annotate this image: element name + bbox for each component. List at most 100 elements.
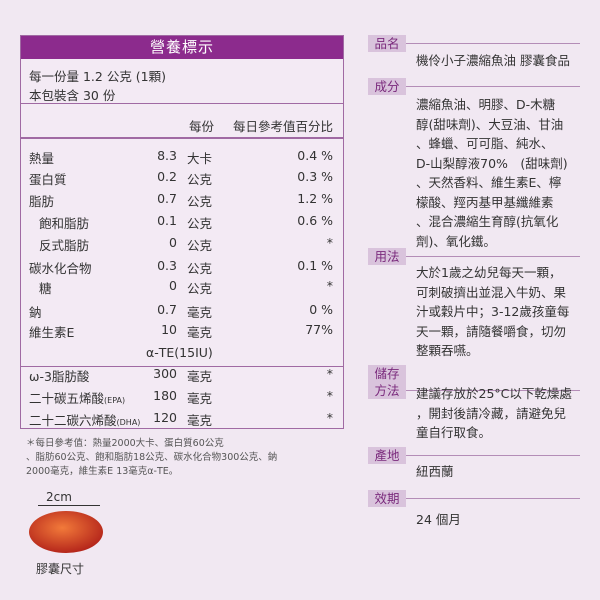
- nutrition-row: 飽和脂肪 0.1 公克 0.6 %: [21, 213, 343, 233]
- nutrition-row: 熱量 8.3 大卡 0.4 %: [21, 148, 343, 168]
- nutrient-dv: 0 %: [309, 302, 333, 317]
- section-rule: [406, 498, 580, 499]
- section-text-line: 建議存放於25°C以下乾燥處: [416, 386, 572, 401]
- section-label-line: 方法: [374, 383, 400, 398]
- nutrient-name-main: 二十碳五烯酸: [29, 391, 105, 406]
- col-header: 每份: [189, 119, 215, 134]
- section-text-line: 童自行取食。: [416, 425, 492, 440]
- nutrition-row: ω-3脂肪酸 300 毫克 *: [21, 366, 343, 386]
- nutrient-dv: 0.4 %: [297, 148, 333, 163]
- section-text-line: 、蜂蠟、可可脂、純水、: [416, 136, 554, 151]
- nutrient-name: 飽和脂肪: [39, 216, 90, 231]
- nutrient-value: 180: [153, 388, 177, 403]
- section-text-line: 紐西蘭: [416, 464, 454, 479]
- section-rule: [406, 43, 580, 44]
- nutrient-value: 0.7: [157, 302, 177, 317]
- nutrient-unit: 毫克: [187, 325, 213, 340]
- nutrition-row: α-TE(15IU): [21, 345, 343, 365]
- nutrient-dv: 77%: [305, 322, 333, 337]
- section-label-line: 儲存: [374, 366, 400, 381]
- col-header: 每日參考值百分比: [232, 119, 333, 134]
- section-label: 品名: [368, 35, 406, 52]
- nutrient-dv: 0.3 %: [297, 169, 333, 184]
- nutrient-unit: 毫克: [187, 369, 213, 384]
- nutrient-note: (DHA): [116, 418, 141, 427]
- nutrient-unit: 公克: [187, 281, 213, 296]
- nutrient-value: 0.3: [157, 258, 177, 273]
- nutrient-dv: *: [326, 278, 333, 293]
- section-text-line: 、混合濃縮生育醇(抗氧化: [416, 214, 559, 229]
- nutrient-unit: 公克: [187, 172, 213, 187]
- row-extra: α-TE(15IU): [146, 345, 213, 360]
- nutrient-name-main: 二十二碳六烯酸: [29, 413, 117, 428]
- nutrient-unit: 公克: [187, 238, 213, 253]
- section-label-line: 產地: [374, 448, 400, 463]
- section-label: 成分: [368, 78, 406, 95]
- section-rule: [406, 455, 580, 456]
- nutrition-table: 營養標示 每一份量 1.2 公克 (1顆) 本包裝含 30 份 每份 每日參考值…: [20, 35, 344, 429]
- nutrient-name: 脂肪: [29, 194, 55, 209]
- section-label-line: 品名: [374, 36, 400, 51]
- nutrient-dv: *: [326, 235, 333, 250]
- nutrient-value: 300: [153, 366, 177, 381]
- section-text-line: ，開封後請冷藏，請避免兒: [416, 405, 567, 421]
- table-title: 營養標示: [21, 36, 343, 59]
- nutrient-name: 反式脂肪: [39, 238, 90, 253]
- nutrient-value: 8.3: [157, 148, 177, 163]
- section-label: 產地: [368, 447, 406, 464]
- nutrient-value: 120: [153, 410, 177, 425]
- nutrient-dv: 1.2 %: [297, 191, 333, 206]
- nutrient-value: 0: [169, 235, 177, 250]
- nutrient-unit: 公克: [187, 216, 213, 231]
- footnote-line: 、脂肪60公克、飽和脂肪18公克、碳水化合物300公克、鈉: [26, 452, 278, 463]
- nutrient-unit: 公克: [187, 261, 213, 276]
- nutrient-value: 0: [169, 278, 177, 293]
- serving-size: 每一份量 1.2 公克 (1顆): [29, 69, 167, 84]
- section-text-line: 機伶小子濃縮魚油 膠囊食品: [416, 53, 570, 68]
- nutrient-unit: 大卡: [187, 151, 213, 166]
- nutrient-dv: *: [326, 388, 333, 403]
- section-text-line: 劑)、氧化鐵。: [416, 233, 496, 249]
- nutrient-name: 鈉: [29, 305, 42, 320]
- nutrient-name: 二十碳五烯酸(EPA): [29, 388, 125, 407]
- section-text-line: 汁或穀片中；3-12歲孩童每: [416, 304, 570, 319]
- nutrient-name: 維生素E: [29, 325, 75, 340]
- section-text-line: 醇(甜味劑)、大豆油、甘油: [416, 116, 564, 132]
- section-text-line: 24 個月: [416, 512, 461, 527]
- nutrition-row: 反式脂肪 0 公克 *: [21, 235, 343, 255]
- nutrient-name: 碳水化合物: [29, 261, 92, 276]
- nutrition-row: 糖 0 公克 *: [21, 278, 343, 298]
- section-text-line: D-山梨醇液70% (甜味劑): [416, 155, 568, 171]
- servings-per-pack: 本包裝含 30 份: [29, 88, 116, 103]
- nutrient-value: 0.7: [157, 191, 177, 206]
- nutrient-value: 0.2: [157, 169, 177, 184]
- nutrient-unit: 毫克: [187, 305, 213, 320]
- section-rule: [406, 256, 580, 257]
- nutrient-note: (EPA): [104, 396, 126, 405]
- footnote: ＊每日參考值：熱量2000大卡、蛋白質60公克 、脂肪60公克、飽和脂肪18公克、…: [26, 437, 277, 479]
- size-bracket: [38, 505, 100, 506]
- nutrient-value: 10: [161, 322, 177, 337]
- capsule-image: [29, 511, 103, 553]
- nutrient-unit: 毫克: [187, 413, 213, 428]
- nutrient-name: 二十二碳六烯酸(DHA): [29, 410, 140, 429]
- section-rule: [406, 390, 580, 391]
- nutrition-row: 蛋白質 0.2 公克 0.3 %: [21, 169, 343, 189]
- capsule-size: 2cm: [46, 490, 72, 504]
- footnote-line: 2000毫克，維生素E 13毫克α-TE。: [26, 466, 179, 477]
- section-text-line: 可刺破擠出並混入牛奶、果: [416, 284, 567, 300]
- nutrition-row: 二十二碳六烯酸(DHA) 120 毫克 *: [21, 410, 343, 430]
- section-rule: [406, 86, 580, 87]
- nutrition-row: 二十碳五烯酸(EPA) 180 毫克 *: [21, 388, 343, 408]
- nutrient-dv: 0.1 %: [297, 258, 333, 273]
- nutrient-value: 0.1: [157, 213, 177, 228]
- nutrition-row: 碳水化合物 0.3 公克 0.1 %: [21, 258, 343, 278]
- section-text-line: 濃縮魚油、明膠、D-木糖: [416, 97, 556, 112]
- nutrient-name: 熱量: [29, 151, 55, 166]
- nutrient-dv: 0.6 %: [297, 213, 333, 228]
- section-text-line: 檬酸、羥丙基甲基纖維素: [416, 194, 554, 210]
- section-text-line: 大於1歲之幼兒每天一顆，: [416, 265, 562, 280]
- nutrition-row: 維生素E 10 毫克 77%: [21, 322, 343, 342]
- section-label-line: 用法: [374, 249, 400, 264]
